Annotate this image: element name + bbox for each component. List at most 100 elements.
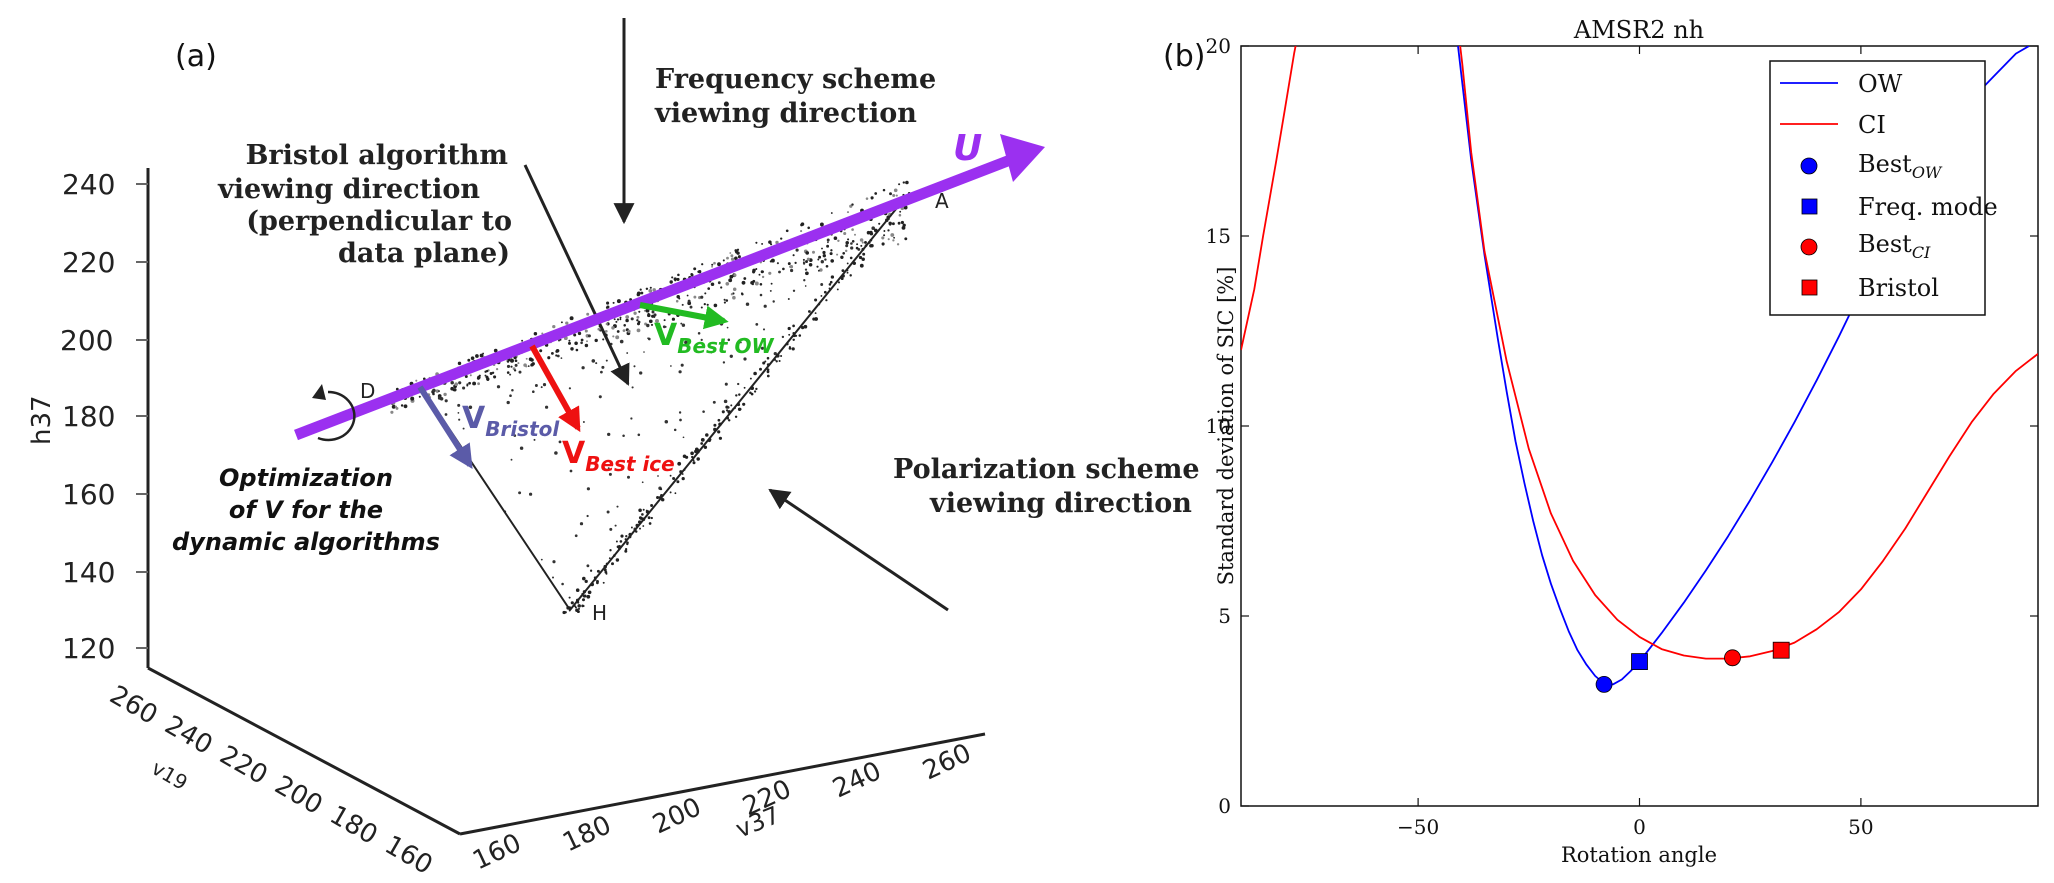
scatter-point: [850, 242, 853, 245]
scatter-point: [457, 403, 461, 407]
scatter-point: [820, 294, 823, 297]
scatter-point: [400, 404, 404, 407]
scatter-point: [900, 220, 904, 225]
chart-title: AMSR2 nh: [1573, 16, 1704, 44]
scatter-point: [737, 382, 740, 386]
scatter-point: [607, 467, 610, 470]
scatter-point: [659, 487, 663, 491]
scatter-point: [881, 236, 885, 240]
scatter-point: [822, 254, 826, 258]
scatter-point: [723, 298, 726, 301]
scatter-point: [842, 251, 846, 255]
v19-axis-line: [147, 666, 461, 836]
scatter-point: [766, 356, 770, 360]
scatter-point: [762, 328, 766, 331]
v-best-ice-main: V: [562, 436, 586, 471]
scatter-point: [739, 407, 742, 411]
scatter-point: [545, 405, 549, 409]
v37-axis-line: [459, 732, 986, 836]
legend-bristol-label: Bristol: [1858, 274, 1939, 302]
scatter-point: [587, 590, 592, 595]
scatter-point: [763, 304, 767, 308]
scatter-point: [642, 508, 645, 511]
scatter-point: [622, 434, 625, 437]
scatter-point: [840, 255, 844, 259]
scatter-point: [582, 421, 585, 423]
scatter-point: [667, 313, 671, 316]
scatter-point: [467, 358, 471, 362]
scatter-point: [506, 364, 511, 368]
scatter-point: [794, 334, 798, 337]
scatter-point: [829, 280, 833, 284]
x-tick-label: −50: [1397, 815, 1439, 839]
scatter-point: [899, 210, 902, 213]
scatter-point: [725, 281, 730, 286]
scatter-point: [865, 197, 869, 200]
scatter-point: [630, 317, 634, 321]
scatter-point: [478, 374, 481, 377]
scatter-point: [580, 338, 584, 342]
scatter-point: [822, 250, 826, 255]
scatter-point: [638, 508, 642, 513]
scatter-point: [776, 262, 779, 265]
scatter-point: [742, 402, 746, 406]
v19-tick: 240: [160, 710, 218, 761]
scatter-point: [542, 383, 547, 387]
scatter-point: [849, 256, 853, 260]
series-line-ci: [1241, 46, 2038, 660]
scatter-point: [805, 251, 810, 255]
scatter-point: [696, 457, 700, 461]
scatter-point: [596, 580, 599, 583]
v19-tick: 160: [380, 830, 438, 881]
scatter-point: [510, 458, 513, 461]
scatter-point: [597, 327, 601, 331]
scatter-point: [764, 360, 767, 363]
scatter-point: [622, 329, 626, 332]
legend-best-ow-main: Best: [1858, 150, 1912, 178]
scatter-point: [752, 268, 756, 273]
scatter-point: [769, 289, 772, 292]
scatter-point: [689, 305, 693, 309]
scatter-point: [669, 491, 672, 494]
scatter-point: [859, 263, 864, 268]
scatter-point: [803, 324, 808, 329]
scatter-point: [725, 299, 729, 302]
scatter-point: [750, 280, 754, 285]
y-axis-ticks: 0 5 10 15 20: [1206, 34, 2038, 818]
h37-tick: 140: [62, 556, 115, 589]
frequency-annotation: Frequency scheme viewing direction: [654, 64, 936, 129]
scatter-point: [888, 221, 892, 226]
scatter-point: [547, 356, 551, 360]
scatter-point: [850, 246, 854, 250]
scatter-point: [636, 319, 639, 322]
legend-best-ow-marker: [1800, 157, 1818, 175]
scatter-point: [717, 262, 721, 267]
scatter-point: [565, 441, 568, 444]
scatter-point: [693, 295, 697, 299]
scatter-point: [619, 316, 622, 319]
scatter-point: [726, 326, 729, 329]
scatter-point: [567, 341, 572, 345]
scatter-point: [846, 262, 849, 265]
scatter-point: [825, 264, 829, 268]
pol-line2: viewing direction: [929, 488, 1192, 519]
scatter-point: [861, 241, 864, 244]
scatter-point: [410, 396, 415, 401]
scatter-point: [792, 289, 796, 292]
scatter-point: [584, 329, 588, 333]
scatter-point: [551, 576, 555, 579]
scatter-point: [723, 301, 726, 304]
v-best-ow-arrow: [639, 302, 729, 330]
opt-line2: of V for the: [229, 496, 383, 524]
scatter-point: [824, 258, 827, 261]
scatter-point: [722, 259, 725, 262]
v-best-ow-main: V: [654, 318, 678, 353]
scatter-point: [466, 384, 469, 387]
scatter-point: [639, 371, 643, 375]
x-tick-label: 50: [1848, 815, 1873, 839]
scatter-point: [760, 270, 764, 274]
scatter-point: [846, 271, 849, 274]
scatter-point: [736, 248, 740, 251]
scatter-point: [802, 262, 806, 265]
scatter-point: [527, 365, 530, 368]
